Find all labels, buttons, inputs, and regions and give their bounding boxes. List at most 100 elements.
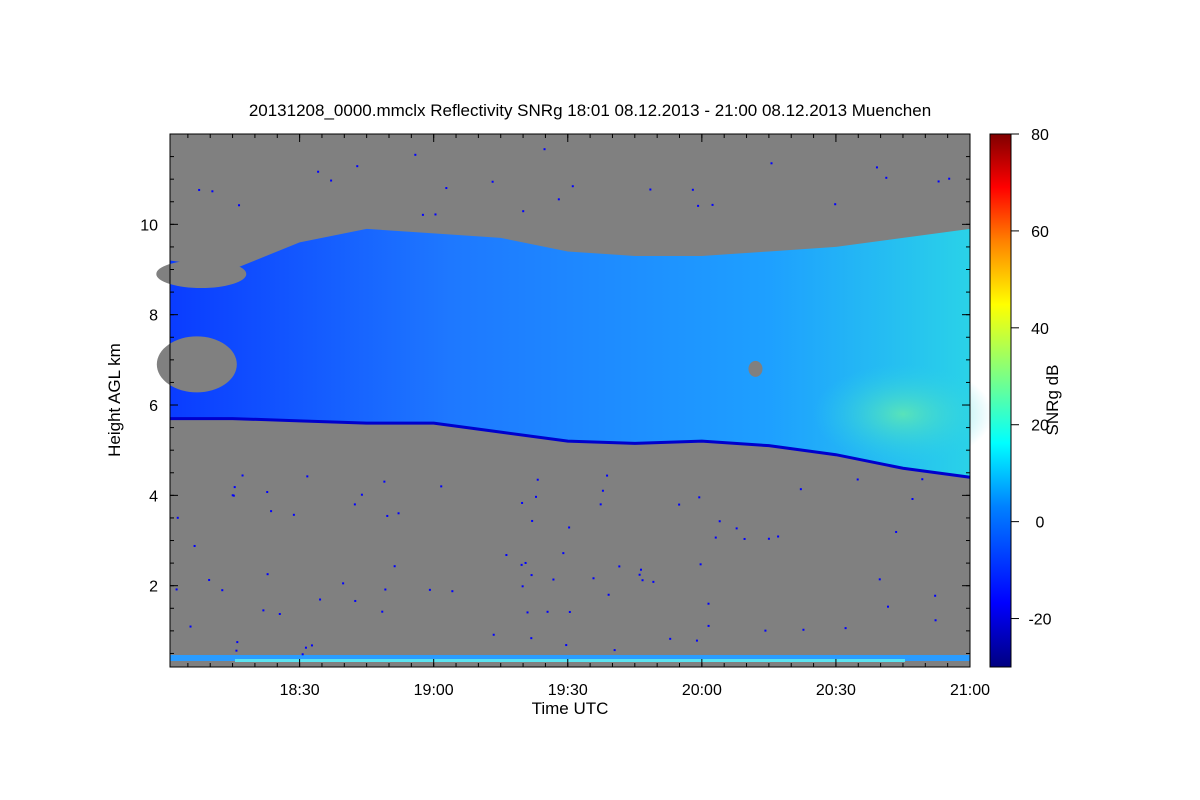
colorbar-ticks: 80 60 40 20 0 -20 xyxy=(1011,127,1052,629)
noise-speck xyxy=(699,563,702,566)
noise-speck xyxy=(638,573,641,576)
x-tick-label: 19:30 xyxy=(548,682,588,699)
noise-speck xyxy=(799,488,802,491)
x-tick-label: 20:30 xyxy=(816,682,856,699)
noise-speck xyxy=(524,561,527,564)
noise-speck xyxy=(592,577,595,580)
noise-speck xyxy=(221,589,224,592)
noise-speck xyxy=(639,568,642,571)
echo-gap xyxy=(156,336,237,393)
colorbar-tick-label: 0 xyxy=(1036,515,1045,532)
noise-speck xyxy=(386,514,389,517)
noise-speck xyxy=(241,474,244,477)
noise-speck xyxy=(521,501,524,504)
x-axis: 18:30 19:00 19:30 20:00 20:30 21:00 xyxy=(187,134,990,699)
noise-speck xyxy=(310,644,313,647)
noise-speck xyxy=(356,165,359,168)
ground-clutter-band-bright xyxy=(235,659,905,662)
noise-speck xyxy=(557,198,560,201)
noise-speck xyxy=(565,644,568,647)
noise-speck xyxy=(707,624,710,627)
noise-speck xyxy=(552,578,555,581)
noise-speck xyxy=(175,588,178,591)
noise-speck xyxy=(266,491,269,494)
noise-speck xyxy=(844,627,847,630)
noise-speck xyxy=(505,554,508,557)
noise-speck xyxy=(262,609,265,612)
noise-speck xyxy=(921,478,924,481)
noise-speck xyxy=(911,497,914,500)
noise-speck xyxy=(522,210,525,213)
colorbar-tick-label: 20 xyxy=(1031,418,1049,435)
noise-speck xyxy=(381,610,384,613)
noise-speck xyxy=(607,593,610,596)
noise-speck xyxy=(535,495,538,498)
noise-speck xyxy=(601,489,604,492)
noise-speck xyxy=(353,503,356,506)
noise-speck xyxy=(536,478,539,481)
noise-speck xyxy=(531,519,534,522)
noise-speck xyxy=(856,478,859,481)
noise-speck xyxy=(718,520,721,523)
x-tick-label: 19:00 xyxy=(414,682,454,699)
noise-speck xyxy=(520,563,523,566)
noise-speck xyxy=(802,628,805,631)
noise-speck xyxy=(521,585,524,588)
noise-speck xyxy=(317,170,320,173)
noise-speck xyxy=(568,610,571,613)
colorbar-tick-label: 80 xyxy=(1031,127,1049,144)
noise-speck xyxy=(618,565,621,568)
noise-speck xyxy=(652,580,655,583)
noise-speck xyxy=(189,625,192,628)
noise-speck xyxy=(767,537,770,540)
noise-speck xyxy=(568,526,571,529)
noise-speck xyxy=(764,629,767,632)
noise-speck xyxy=(948,177,951,180)
echo-gaps xyxy=(156,260,763,393)
noise-speck xyxy=(428,588,431,591)
noise-speck xyxy=(641,579,644,582)
noise-speck xyxy=(649,188,652,191)
noise-speck xyxy=(937,180,940,183)
colorbar-gradient xyxy=(989,133,1012,668)
noise-speck xyxy=(393,565,396,568)
noise-speck xyxy=(562,552,565,555)
colorbar-tick-label: 40 xyxy=(1031,321,1049,338)
x-tick-label: 20:00 xyxy=(682,682,722,699)
noise-speck xyxy=(235,649,238,652)
noise-speck xyxy=(451,590,454,593)
noise-speck xyxy=(360,493,363,496)
echo-gap xyxy=(748,360,763,377)
noise-speck xyxy=(232,494,235,497)
echo-peak-region xyxy=(812,364,993,465)
noise-speck xyxy=(543,148,546,151)
noise-speck xyxy=(934,594,937,597)
noise-speck xyxy=(198,188,201,191)
noise-speck xyxy=(270,510,273,513)
noise-speck xyxy=(342,582,345,585)
noise-speck xyxy=(301,653,304,656)
noise-speck xyxy=(691,188,694,191)
noise-speck xyxy=(292,513,295,516)
noise-speck xyxy=(383,480,386,483)
noise-speck xyxy=(777,535,780,538)
y-axis: 2 4 6 8 10 xyxy=(140,156,970,654)
noise-speck xyxy=(834,203,837,206)
noise-speck xyxy=(546,610,549,613)
noise-speck xyxy=(530,637,533,640)
noise-speck xyxy=(526,611,529,614)
noise-speck xyxy=(606,474,609,477)
noise-speck xyxy=(491,180,494,183)
noise-speck xyxy=(695,639,698,642)
noise-speck xyxy=(266,573,269,576)
noise-speck xyxy=(434,213,437,216)
chart-title: 20131208_0000.mmclx Reflectivity SNRg 18… xyxy=(249,101,931,120)
x-tick-label: 21:00 xyxy=(950,682,990,699)
colorbar-tick-label: -20 xyxy=(1028,612,1051,629)
noise-speck xyxy=(887,605,890,608)
noise-speck xyxy=(384,588,387,591)
noise-speck xyxy=(397,512,400,515)
noise-speck xyxy=(711,203,714,206)
noise-speck xyxy=(176,516,179,519)
